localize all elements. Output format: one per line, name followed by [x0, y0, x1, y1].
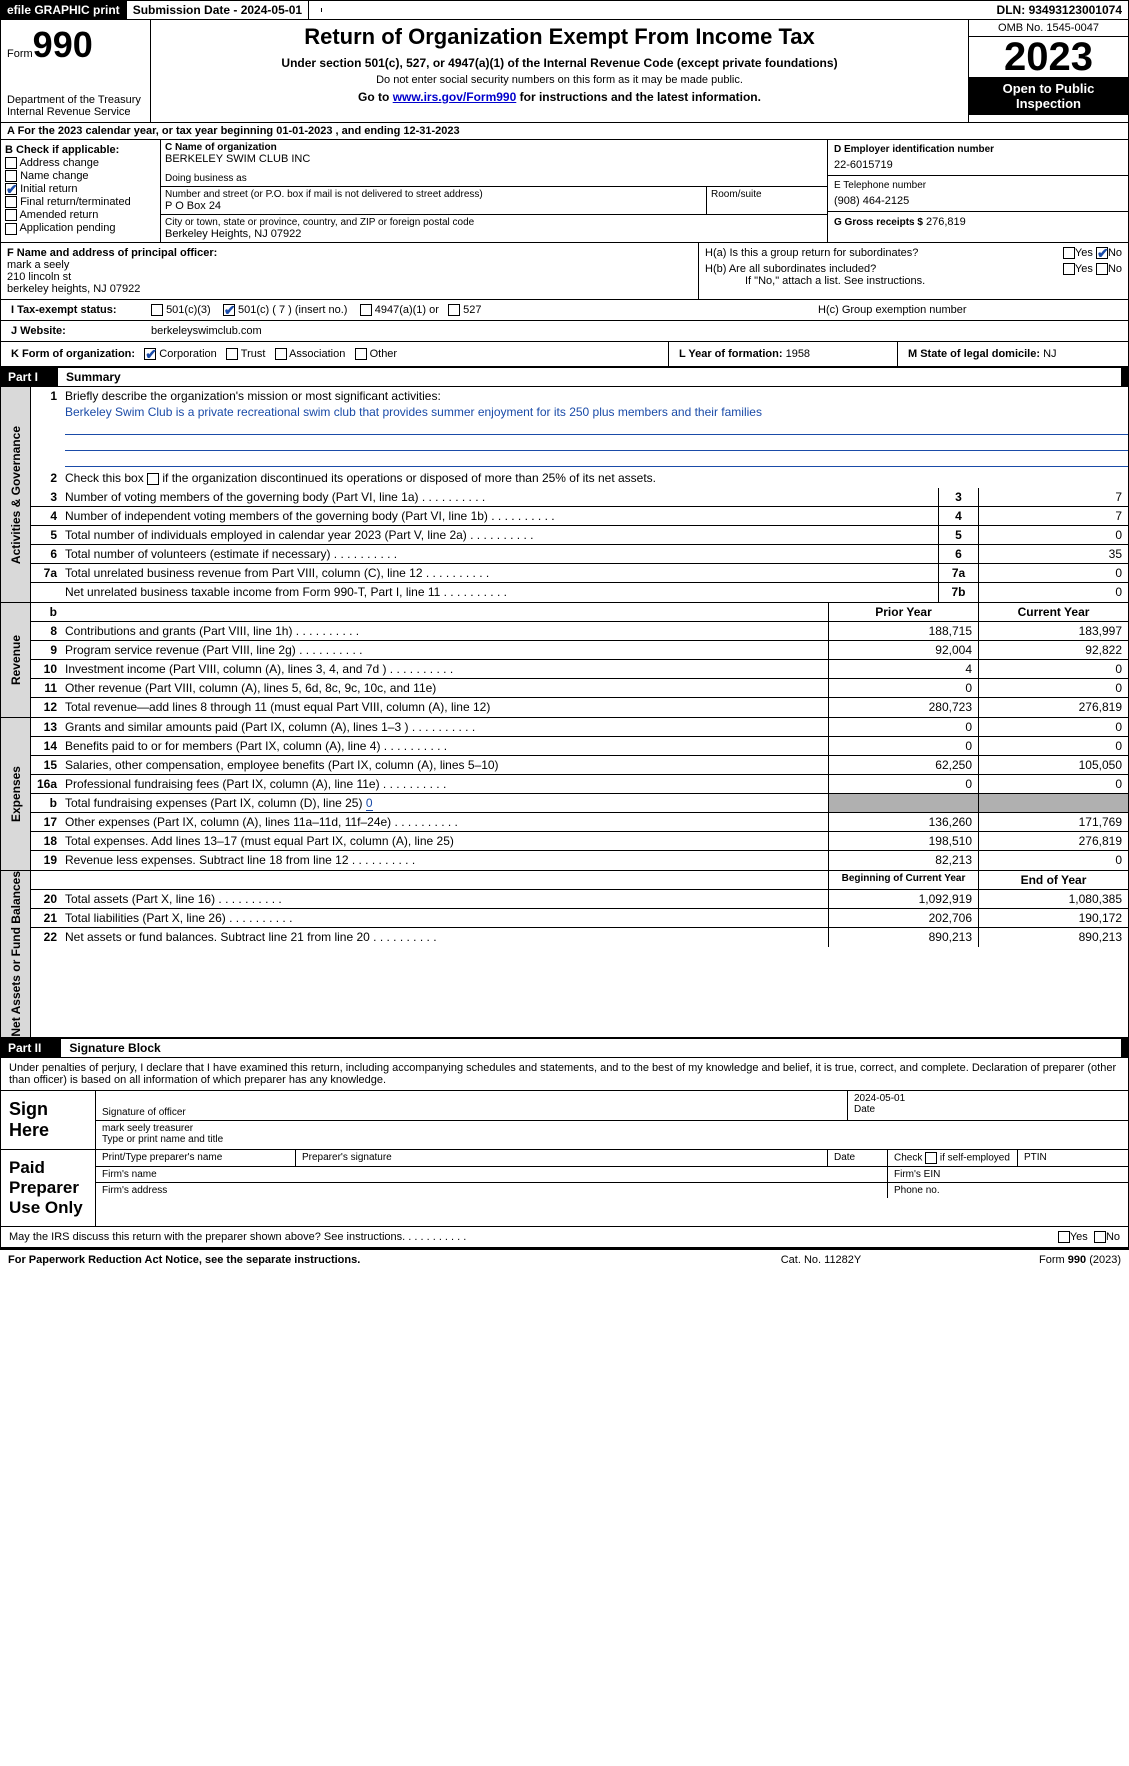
sig-date: 2024-05-01	[854, 1093, 1122, 1104]
k-l-m-block: K Form of organization: Corporation Trus…	[0, 342, 1129, 367]
form-number: 990	[33, 24, 93, 65]
irs-link[interactable]: www.irs.gov/Form990	[393, 90, 517, 104]
submission-date: Submission Date - 2024-05-01	[127, 1, 309, 19]
summary-expenses: Expenses 13Grants and similar amounts pa…	[0, 718, 1129, 871]
gross-receipts: 276,819	[926, 216, 966, 228]
org-city: Berkeley Heights, NJ 07922	[165, 228, 823, 240]
line-i: I Tax-exempt status: 501(c)(3) 501(c) ( …	[1, 300, 1128, 321]
page-footer: For Paperwork Reduction Act Notice, see …	[0, 1248, 1129, 1270]
may-irs-discuss: May the IRS discuss this return with the…	[0, 1227, 1129, 1248]
part-ii-header: Part II Signature Block	[0, 1038, 1129, 1058]
officer-city: berkeley heights, NJ 07922	[7, 283, 692, 295]
mission-text: Berkeley Swim Club is a private recreati…	[31, 405, 1128, 419]
box-c: C Name of organization BERKELEY SWIM CLU…	[161, 140, 828, 242]
perjury-statement: Under penalties of perjury, I declare th…	[0, 1058, 1129, 1091]
efile-print-button[interactable]: efile GRAPHIC print	[1, 1, 127, 19]
box-d-e-g: D Employer identification number 22-6015…	[828, 140, 1128, 242]
phone: (908) 464-2125	[834, 195, 1122, 207]
ein: 22-6015719	[834, 159, 1122, 171]
dept-label: Department of the Treasury	[7, 94, 144, 106]
open-inspection: Open to Public Inspection	[969, 77, 1128, 115]
goto-line: Go to www.irs.gov/Form990 for instructio…	[157, 90, 962, 104]
irs-label: Internal Revenue Service	[7, 106, 144, 118]
form-word: Form	[7, 48, 33, 60]
sign-here-block: Sign Here Signature of officer 2024-05-0…	[0, 1091, 1129, 1150]
line-j: J Website: berkeleyswimclub.com	[1, 321, 1128, 341]
part-i-header: Part I Summary	[0, 367, 1129, 387]
website: berkeleyswimclub.com	[151, 325, 262, 337]
officer-name: mark a seely	[7, 259, 692, 271]
officer-name-title: mark seely treasurer	[102, 1123, 1122, 1134]
summary-revenue: Revenue bPrior YearCurrent Year 8Contrib…	[0, 603, 1129, 718]
org-address: P O Box 24	[165, 200, 702, 212]
top-bar: efile GRAPHIC print Submission Date - 20…	[0, 0, 1129, 20]
identity-block: B Check if applicable: Address change Na…	[0, 140, 1129, 243]
paid-preparer-block: Paid Preparer Use Only Print/Type prepar…	[0, 1150, 1129, 1227]
box-b: B Check if applicable: Address change Na…	[1, 140, 161, 242]
ssn-note: Do not enter social security numbers on …	[157, 74, 962, 86]
summary-net-assets: Net Assets or Fund Balances Beginning of…	[0, 871, 1129, 1038]
year-formed: 1958	[786, 348, 810, 360]
state-domicile: NJ	[1043, 348, 1056, 360]
tax-year: 2023	[969, 37, 1128, 77]
form-title: Return of Organization Exempt From Incom…	[157, 24, 962, 50]
summary-governance: Activities & Governance 1Briefly describ…	[0, 387, 1129, 603]
line-a-tax-year: A For the 2023 calendar year, or tax yea…	[0, 123, 1129, 140]
officer-street: 210 lincoln st	[7, 271, 692, 283]
org-name: BERKELEY SWIM CLUB INC	[165, 153, 823, 165]
dln: DLN: 93493123001074	[991, 1, 1128, 19]
form-subtitle: Under section 501(c), 527, or 4947(a)(1)…	[157, 56, 962, 70]
f-h-block: F Name and address of principal officer:…	[0, 243, 1129, 342]
form-header: Form990 Department of the Treasury Inter…	[0, 20, 1129, 123]
